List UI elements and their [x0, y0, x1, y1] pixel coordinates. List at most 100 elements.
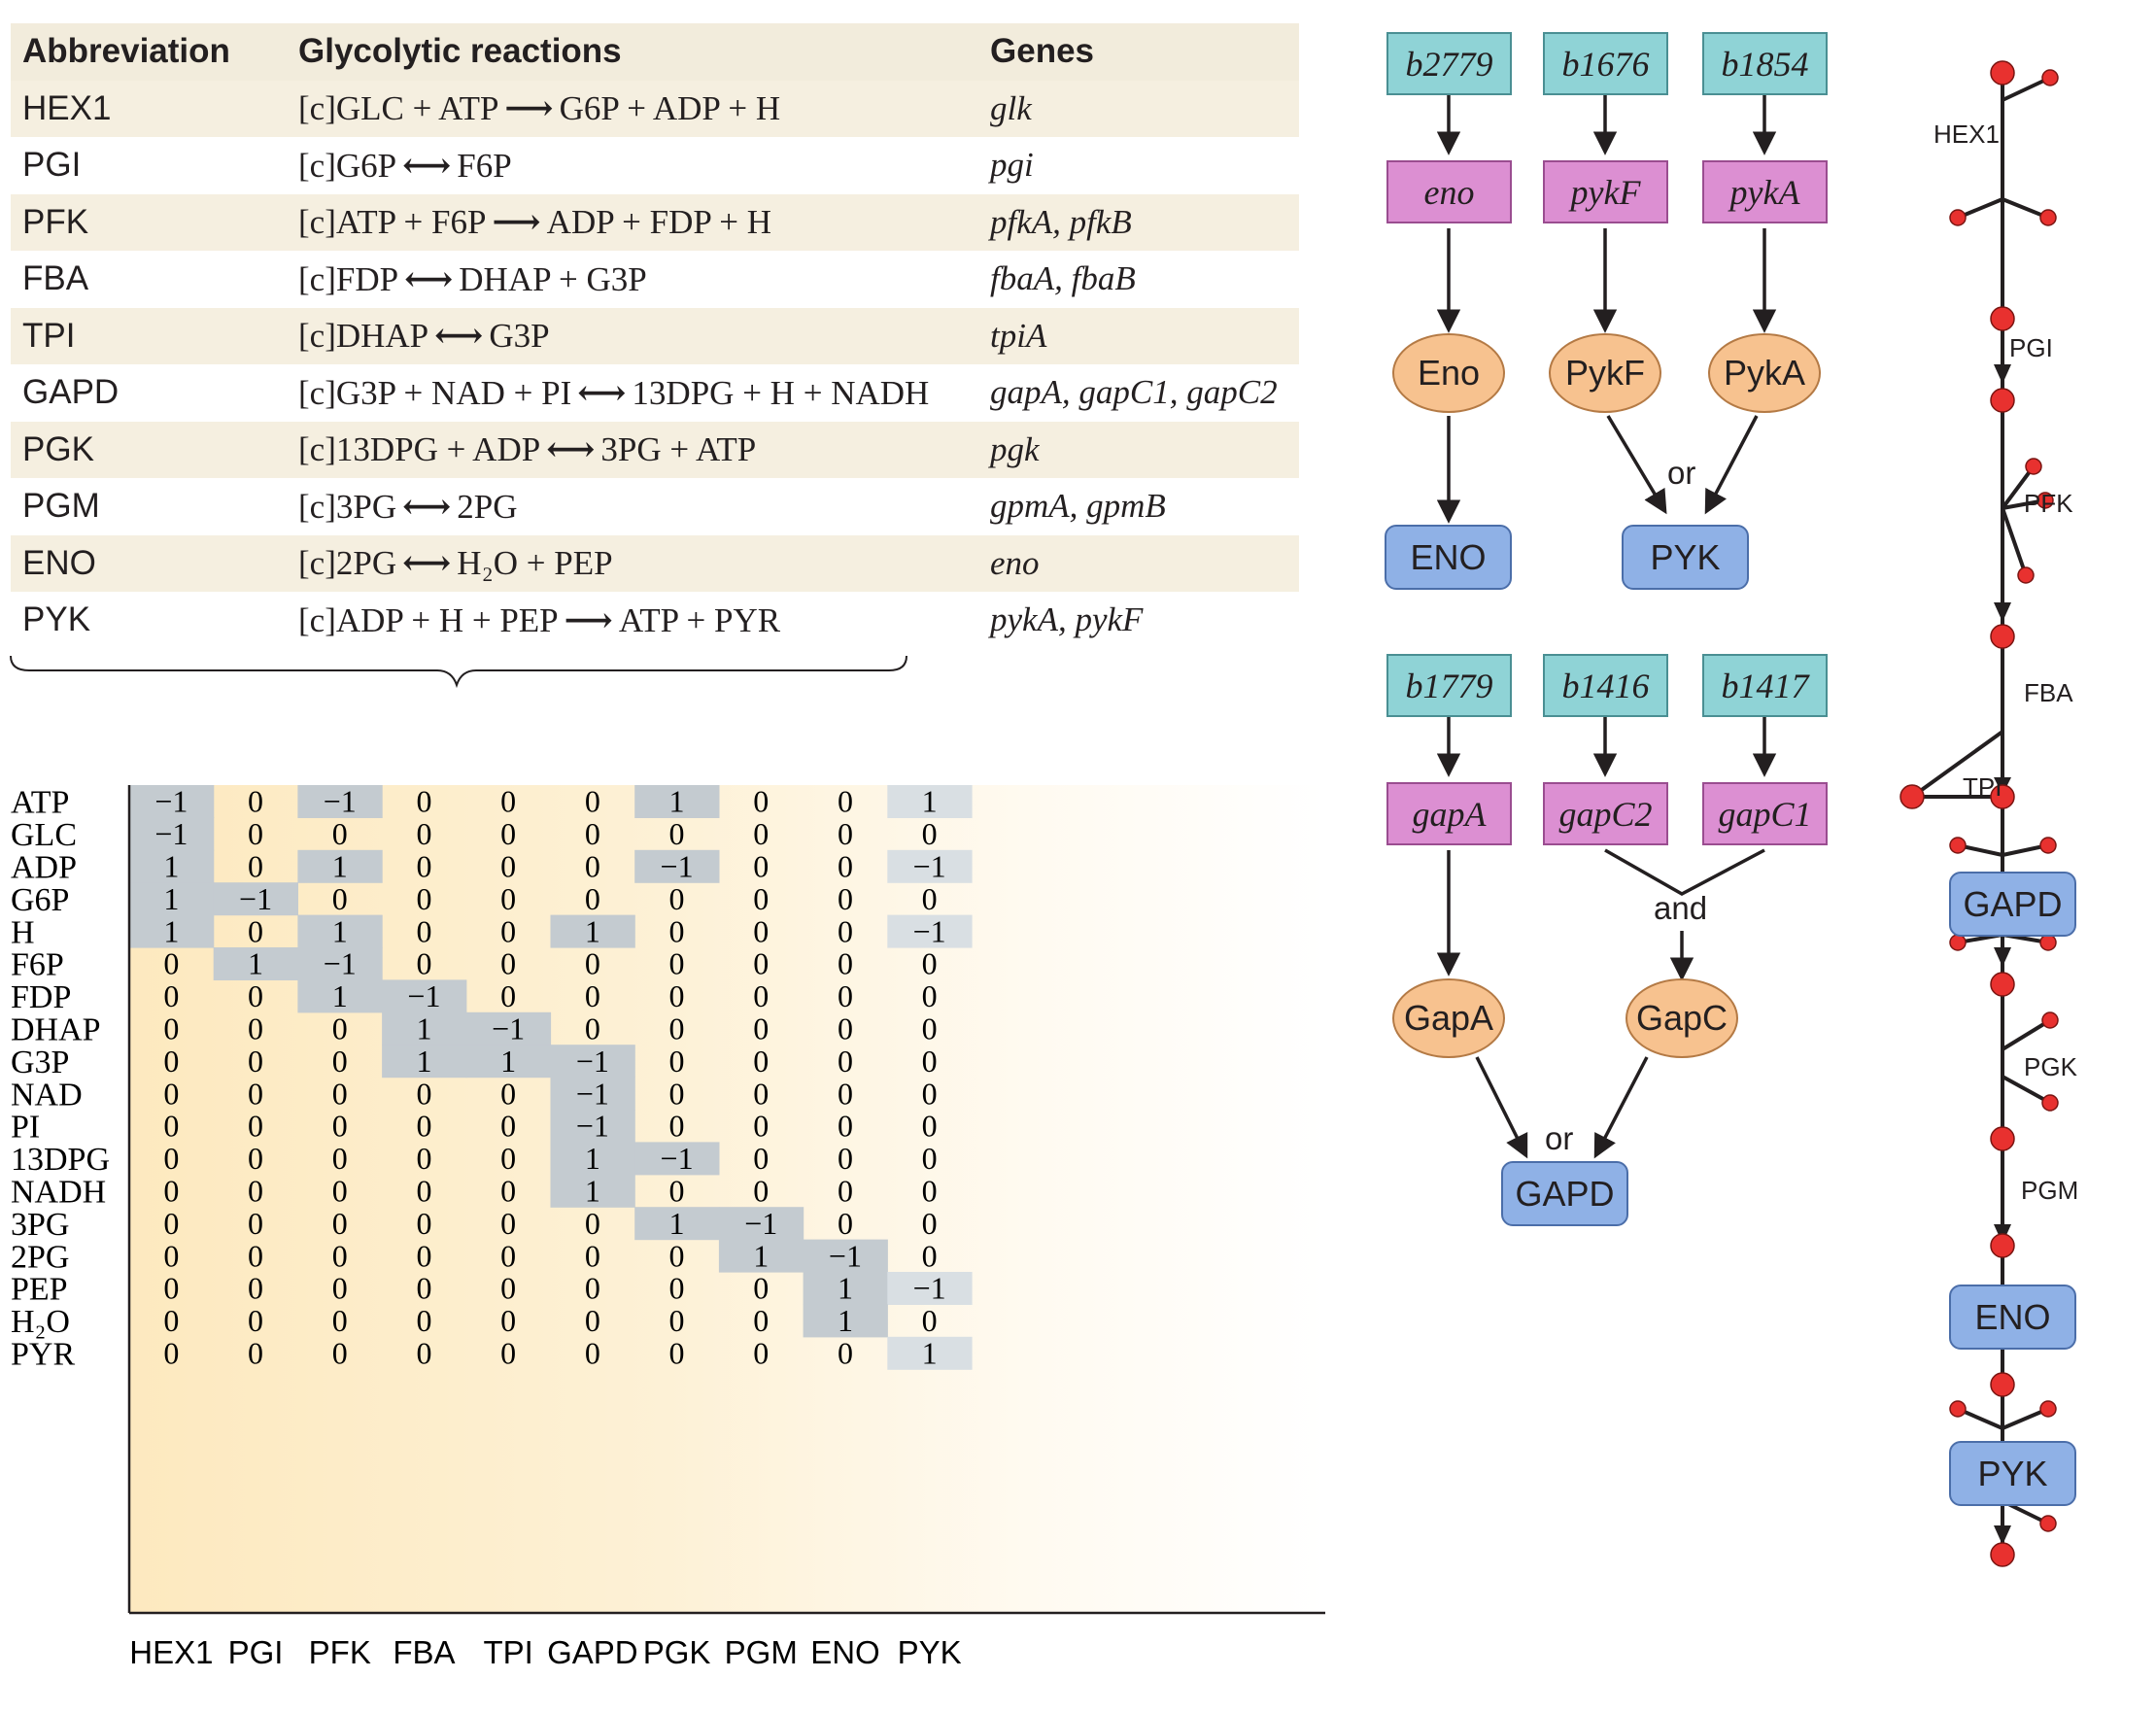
- matrix-highlight-cell: [550, 1174, 635, 1208]
- matrix-highlight-cell: [550, 1110, 635, 1143]
- matrix-row-label: PYR: [11, 1337, 75, 1373]
- reaction-abbreviation: TPI: [11, 307, 287, 364]
- reaction-genes: gpmA, gpmB: [978, 478, 1299, 535]
- matrix-cell: 1: [669, 1206, 685, 1241]
- table-row: PGI [c]G6P ⟷ F6P pgi: [11, 137, 1299, 194]
- matrix-row-label: PEP: [11, 1272, 68, 1308]
- matrix-cell: 0: [753, 1109, 769, 1144]
- matrix-cell: 0: [416, 1271, 431, 1306]
- reaction-abbreviation: PFK: [11, 193, 287, 251]
- matrix-highlight-cell: [887, 914, 973, 948]
- reaction-left: 3PG: [335, 487, 397, 526]
- matrix-cell: 1: [585, 913, 600, 948]
- reaction-arrow: ⟷: [402, 544, 452, 583]
- matrix-column-label: PFK: [309, 1634, 371, 1670]
- reaction-abbreviation: PGI: [11, 137, 287, 194]
- reaction-genes: tpiA: [978, 307, 1299, 364]
- reaction-genes: pgk: [978, 421, 1299, 478]
- matrix-highlight-cell: [129, 849, 215, 883]
- matrix-cell: 0: [585, 1271, 600, 1306]
- reaction-arrow: ⟷: [577, 373, 627, 412]
- protein-pykf: PykF: [1549, 333, 1661, 413]
- metabolite-node: [1949, 1400, 1967, 1418]
- matrix-highlight-cell: [297, 914, 383, 948]
- reaction-right: ATP + PYR: [618, 600, 781, 639]
- matrix-cell: 0: [585, 881, 600, 916]
- metabolite-node: [1990, 1542, 2015, 1567]
- logic-or-pyk: or: [1667, 455, 1696, 491]
- matrix-cell: 0: [248, 913, 263, 948]
- reaction-comp: [c]: [298, 317, 336, 356]
- gene-b2779: b2779: [1386, 32, 1512, 95]
- matrix-cell: 0: [753, 913, 769, 948]
- metabolite-node: [2039, 934, 2057, 951]
- matrix-cell: 0: [500, 1109, 516, 1144]
- matrix-cell: 0: [669, 1011, 685, 1046]
- reaction-comp: [c]: [298, 146, 336, 185]
- matrix-row-label: NAD: [11, 1077, 83, 1113]
- protein-pyka: PykA: [1708, 333, 1821, 413]
- matrix-highlight-cell: [129, 882, 215, 916]
- metabolite-node: [2025, 458, 2042, 475]
- gpr-arrows-top: [1436, 95, 1777, 524]
- gpr-arrows-bottom: [1436, 717, 1777, 1159]
- matrix-highlight-cell: [634, 785, 720, 818]
- matrix-highlight-cell: [550, 1077, 635, 1111]
- matrix-cell: 0: [332, 1044, 348, 1079]
- matrix-cell: 0: [163, 1336, 179, 1371]
- transcript-gapc1: gapC1: [1702, 782, 1828, 845]
- reaction-gapd: GAPD: [1501, 1161, 1628, 1226]
- matrix-cell: 0: [416, 1076, 431, 1111]
- reaction-right: 2PG: [457, 487, 518, 526]
- reaction-equation: [c]2PG ⟷ H₂O + PEP: [287, 534, 978, 592]
- matrix-cell: 0: [838, 1174, 853, 1209]
- reaction-equation: [c]13DPG + ADP ⟷ 3PG + ATP: [287, 421, 978, 478]
- matrix-cell: −1: [661, 1141, 694, 1176]
- matrix-cell: 0: [838, 881, 853, 916]
- matrix-cell: 0: [332, 1011, 348, 1046]
- metabolite-node: [1990, 784, 2015, 809]
- metabolite-node: [2039, 209, 2057, 226]
- matrix-cell: 0: [585, 849, 600, 884]
- matrix-row-label: 2PG: [11, 1239, 69, 1275]
- matrix-cell: 1: [500, 1044, 516, 1079]
- logic-and-gapc: and: [1654, 890, 1708, 926]
- matrix-column-label: PGM: [725, 1634, 798, 1670]
- matrix-cell: 0: [500, 1271, 516, 1306]
- matrix-cell: 0: [753, 1141, 769, 1176]
- matrix-cell: −1: [744, 1206, 777, 1241]
- reaction-left: G3P + NAD + PI: [335, 373, 572, 412]
- matrix-cell: 0: [416, 1238, 431, 1273]
- matrix-cell: 0: [332, 1206, 348, 1241]
- matrix-cell: 0: [922, 1044, 938, 1079]
- network-box-gapd: GAPD: [1949, 872, 2076, 937]
- reaction-right: G6P + ADP + H: [559, 89, 781, 128]
- matrix-cell: 0: [500, 1336, 516, 1371]
- gene-b1854: b1854: [1702, 32, 1828, 95]
- metabolite-node: [2041, 69, 2059, 86]
- matrix-cell: 0: [163, 1174, 179, 1209]
- matrix-cell: 0: [416, 881, 431, 916]
- network-box-pyk: PYK: [1949, 1441, 2076, 1506]
- transcript-eno: eno: [1386, 160, 1512, 223]
- reaction-equation: [c]G3P + NAD + PI ⟷ 13DPG + H + NADH: [287, 364, 978, 422]
- table-header-row: Abbreviation Glycolytic reactions Genes: [11, 23, 1299, 81]
- matrix-cell: 0: [332, 1303, 348, 1338]
- matrix-cell: 0: [416, 849, 431, 884]
- matrix-cell: −1: [576, 1109, 609, 1144]
- reaction-right: 3PG + ATP: [600, 430, 757, 469]
- matrix-cell: 1: [922, 784, 938, 819]
- reaction-comp: [c]: [298, 600, 336, 639]
- matrix-cell: 0: [332, 1336, 348, 1371]
- matrix-cell: 0: [248, 1174, 263, 1209]
- matrix-cell: 0: [838, 1076, 853, 1111]
- metabolite-node: [1990, 60, 2015, 86]
- metabolite-node: [1990, 1372, 2015, 1397]
- matrix-cell: 0: [922, 978, 938, 1013]
- matrix-cell: 1: [669, 784, 685, 819]
- metabolite-node: [1949, 837, 1967, 854]
- matrix-cell: 0: [922, 816, 938, 851]
- matrix-column-labels: HEX1 PGI PFK FBA TPI GAPD PGK PGM ENO PYK: [129, 1634, 961, 1670]
